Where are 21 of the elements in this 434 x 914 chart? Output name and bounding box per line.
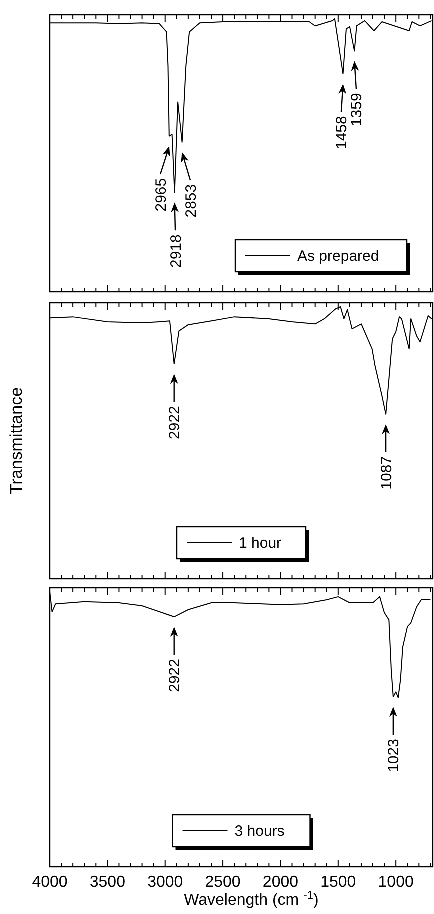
legend-label: 3 hours: [234, 823, 285, 840]
annotation: 2918: [168, 234, 185, 268]
x-tick-label: 4000: [32, 874, 68, 891]
x-axis-title: Wavelength (cm $^{-1}$): [184, 890, 319, 909]
legend-label: As prepared: [298, 248, 380, 265]
x-tick-label: 3500: [90, 874, 126, 891]
annotation: 1359: [348, 93, 366, 127]
annotation: 1087: [378, 456, 396, 490]
annotation: 2922: [166, 406, 184, 440]
y-axis-title: Transmittance: [7, 387, 26, 495]
x-tick-label: 1500: [320, 874, 356, 891]
legend-label: 1 hour: [239, 535, 282, 552]
x-tick-label: 3000: [148, 874, 184, 891]
annotation: 2922: [166, 659, 184, 692]
x-tick-label: 2000: [262, 874, 299, 891]
annotation: 1023: [386, 739, 403, 772]
annotation: 2853: [182, 184, 200, 218]
annotation: 2965: [152, 178, 170, 212]
x-tick-label: 1000: [378, 874, 414, 891]
x-tick-label: 2500: [205, 874, 241, 891]
annotation: 1458: [334, 116, 351, 150]
